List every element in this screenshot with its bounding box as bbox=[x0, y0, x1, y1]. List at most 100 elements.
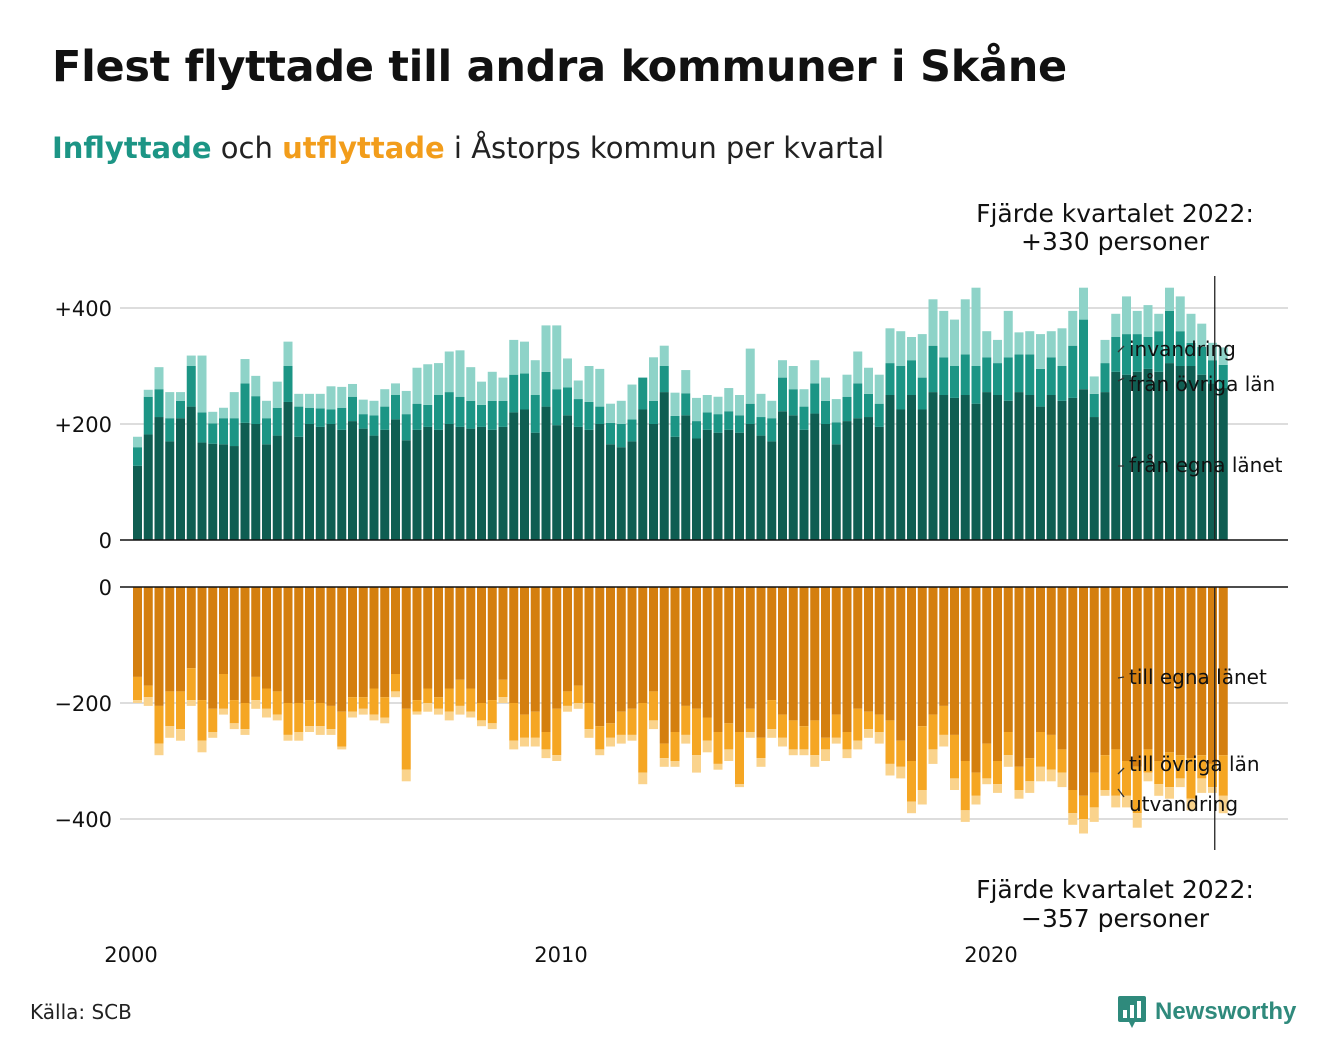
inflyttade-bar-segment bbox=[735, 432, 744, 540]
series-label-utflyttade: utvandring bbox=[1129, 792, 1238, 816]
utflyttade-bar-segment bbox=[788, 720, 798, 750]
inflyttade-bar-segment bbox=[455, 350, 465, 397]
inflyttade-bar-segment bbox=[917, 334, 927, 378]
inflyttade-bar-segment bbox=[348, 383, 357, 397]
utflyttade-bar-segment bbox=[993, 784, 1002, 793]
utflyttade-bar-segment bbox=[810, 755, 820, 767]
inflyttade-bar-segment bbox=[520, 373, 529, 410]
utflyttade-bar-segment bbox=[659, 758, 669, 767]
utflyttade-bar-segment bbox=[315, 703, 325, 727]
utflyttade-bar-segment bbox=[498, 587, 508, 680]
utflyttade-bar-segment bbox=[1154, 784, 1164, 796]
utflyttade-bar-segment bbox=[1003, 587, 1013, 732]
utflyttade-bar-segment bbox=[810, 720, 820, 756]
inflyttade-bar-segment bbox=[466, 400, 476, 429]
inflyttade-bar-segment bbox=[229, 418, 239, 447]
utflyttade-bar-segment bbox=[692, 755, 701, 773]
inflyttade-bar-segment bbox=[982, 392, 992, 540]
utflyttade-bar-segment bbox=[917, 726, 927, 790]
utflyttade-bar-segment bbox=[960, 810, 970, 822]
inflyttade-bar-segment bbox=[541, 371, 551, 407]
utflyttade-bar-segment bbox=[950, 587, 959, 735]
inflyttade-bar-segment bbox=[756, 393, 766, 418]
utflyttade-bar-segment bbox=[1218, 755, 1228, 796]
inflyttade-bar-segment bbox=[229, 446, 239, 540]
utflyttade-bar-segment bbox=[477, 587, 486, 703]
utflyttade-bar-segment bbox=[466, 711, 476, 718]
inflyttade-bar-segment bbox=[616, 400, 626, 424]
utflyttade-bar-segment bbox=[240, 587, 250, 703]
utflyttade-bar-segment bbox=[670, 761, 680, 767]
inflyttade-bar-segment bbox=[950, 366, 959, 398]
inflyttade-bar-segment bbox=[487, 371, 497, 401]
utflyttade-bar-segment bbox=[348, 697, 357, 712]
utflyttade-bar-segment bbox=[197, 740, 207, 753]
inflyttade-bar-segment bbox=[219, 418, 228, 445]
inflyttade-bar-segment bbox=[842, 374, 852, 397]
utflyttade-bar-segment bbox=[1057, 587, 1067, 750]
utflyttade-bar-segment bbox=[552, 755, 562, 761]
utflyttade-bar-segment bbox=[337, 711, 347, 747]
utflyttade-bar-segment bbox=[552, 708, 562, 756]
inflyttade-bar-segment bbox=[896, 409, 906, 540]
utflyttade-bar-segment bbox=[1197, 755, 1207, 779]
inflyttade-bar-segment bbox=[1079, 287, 1088, 320]
utflyttade-bar-segment bbox=[896, 766, 906, 779]
utflyttade-bar-segment bbox=[283, 703, 293, 735]
inflyttade-bar-segment bbox=[788, 389, 798, 416]
series-label-leader bbox=[1117, 676, 1125, 679]
inflyttade-bar-segment bbox=[283, 341, 293, 366]
inflyttade-bar-segment bbox=[1111, 337, 1121, 372]
inflyttade-bar-segment bbox=[369, 435, 379, 540]
inflyttade-bar-segment bbox=[606, 403, 615, 423]
inflyttade-bar-segment bbox=[874, 374, 884, 404]
utflyttade-bar-segment bbox=[767, 587, 777, 701]
inflyttade-bar-segment bbox=[208, 411, 218, 424]
utflyttade-bar-segment bbox=[1165, 787, 1174, 799]
inflyttade-bar-segment bbox=[176, 400, 185, 419]
utflyttade-bar-segment bbox=[735, 732, 744, 785]
utflyttade-bar-segment bbox=[326, 705, 336, 730]
utflyttade-bar-segment bbox=[885, 763, 895, 776]
utflyttade-bar-segment bbox=[283, 734, 293, 741]
utflyttade-bar-segment bbox=[186, 700, 196, 706]
utflyttade-bar-segment bbox=[982, 587, 992, 744]
utflyttade-bar-segment bbox=[638, 587, 648, 703]
inflyttade-bar-segment bbox=[391, 383, 400, 395]
utflyttade-bar-segment bbox=[1132, 766, 1142, 814]
inflyttade-bar-segment bbox=[315, 408, 325, 427]
utflyttade-bar-segment bbox=[283, 587, 293, 703]
inflyttade-bar-segment bbox=[659, 366, 669, 393]
inflyttade-bar-segment bbox=[724, 411, 734, 430]
utflyttade-bar-segment bbox=[939, 587, 949, 706]
utflyttade-bar-segment bbox=[434, 708, 443, 715]
inflyttade-bar-segment bbox=[358, 399, 368, 415]
utflyttade-bar-segment bbox=[573, 685, 583, 703]
inflyttade-bar-segment bbox=[821, 400, 830, 424]
inflyttade-bar-segment bbox=[391, 395, 400, 420]
inflyttade-bar-segment bbox=[498, 400, 508, 427]
annotation-bottom-line2: −357 personer bbox=[1021, 904, 1210, 933]
inflyttade-bar-segment bbox=[1175, 331, 1185, 366]
utflyttade-bar-segment bbox=[788, 587, 798, 721]
inflyttade-bar-segment bbox=[498, 426, 508, 540]
inflyttade-bar-segment bbox=[326, 409, 336, 424]
inflyttade-bar-segment bbox=[1025, 331, 1035, 355]
inflyttade-bar-segment bbox=[294, 436, 304, 540]
utflyttade-bar-segment bbox=[681, 734, 691, 744]
utflyttade-bar-segment bbox=[896, 587, 906, 741]
utflyttade-bar-segment bbox=[1132, 587, 1142, 767]
utflyttade-bar-segment bbox=[509, 703, 519, 741]
utflyttade-bar-segment bbox=[509, 587, 519, 703]
inflyttade-bar-segment bbox=[294, 393, 304, 407]
utflyttade-bar-segment bbox=[369, 714, 379, 721]
inflyttade-bar-segment bbox=[1003, 310, 1013, 358]
inflyttade-bar-segment bbox=[1100, 392, 1110, 540]
inflyttade-bar-segment bbox=[713, 414, 723, 433]
utflyttade-bar-segment bbox=[1122, 795, 1131, 808]
utflyttade-bar-segment bbox=[756, 737, 766, 759]
inflyttade-bar-segment bbox=[1014, 392, 1024, 540]
inflyttade-bar-segment bbox=[466, 428, 476, 540]
inflyttade-bar-segment bbox=[928, 299, 938, 346]
